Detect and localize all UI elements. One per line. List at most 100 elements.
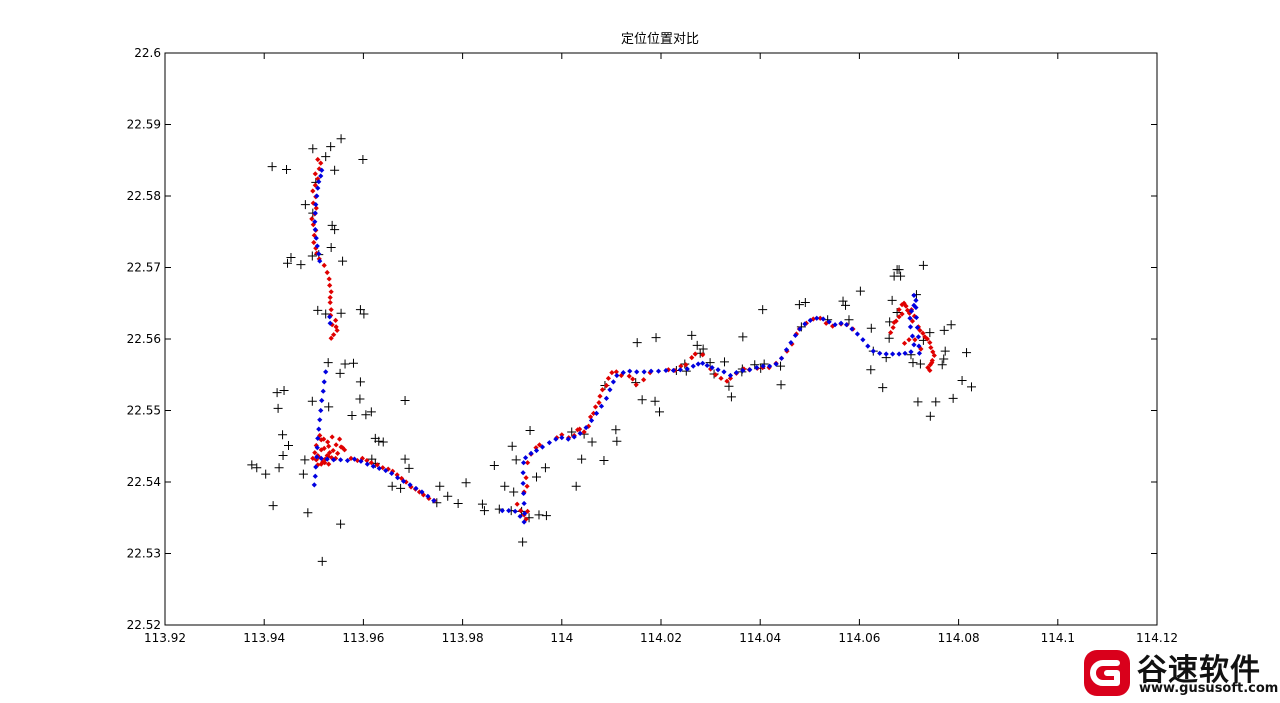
plus-marker (758, 305, 768, 315)
x-tick-label: 114.08 (938, 631, 980, 645)
dot-marker (620, 370, 626, 376)
dot-marker (328, 289, 334, 295)
dot-marker (587, 414, 594, 420)
dot-marker (690, 363, 696, 369)
plus-marker (541, 511, 551, 521)
dot-marker (718, 375, 724, 381)
dot-marker (778, 355, 785, 361)
plus-marker (313, 305, 323, 315)
dot-marker (890, 351, 896, 357)
plus-marker (655, 407, 665, 417)
watermark-url: www.gususoft.com (1139, 681, 1279, 696)
dot-marker (314, 445, 320, 451)
plus-marker (400, 395, 410, 405)
x-tick-label: 113.94 (243, 631, 285, 645)
dot-marker (931, 352, 937, 359)
dot-marker (913, 304, 919, 311)
dot-marker (419, 489, 425, 495)
dot-marker (588, 417, 595, 424)
dot-marker (521, 490, 527, 497)
dot-marker (318, 160, 324, 166)
dot-marker (313, 457, 319, 463)
plus-marker (278, 451, 288, 461)
dot-marker (920, 330, 926, 336)
dot-marker (727, 375, 734, 381)
dot-marker (398, 475, 405, 482)
dot-marker (333, 455, 339, 462)
dot-marker (400, 478, 407, 484)
dot-marker (626, 373, 632, 379)
x-tick-label: 113.98 (442, 631, 484, 645)
dot-marker (908, 308, 915, 314)
dot-marker (599, 387, 606, 393)
dot-marker (313, 205, 319, 211)
dot-marker (359, 455, 366, 462)
dot-marker (312, 227, 318, 233)
dot-marker (536, 442, 543, 448)
plus-marker (348, 358, 358, 368)
y-tick-label: 22.59 (127, 118, 161, 132)
dot-marker (324, 269, 330, 276)
plus-marker (724, 381, 734, 391)
dot-marker (597, 393, 603, 399)
dot-marker (327, 299, 333, 306)
plus-marker (359, 309, 369, 319)
dot-marker (783, 347, 790, 353)
plus-marker (925, 328, 935, 338)
plus-marker (479, 506, 489, 516)
dot-marker (913, 297, 919, 303)
dot-marker (313, 235, 319, 241)
dot-marker (700, 360, 706, 366)
plus-marker (272, 388, 282, 398)
plus-marker (461, 478, 471, 488)
plus-marker (509, 487, 519, 497)
dot-marker (802, 321, 808, 327)
dot-marker (704, 362, 710, 369)
dot-marker (521, 460, 527, 466)
dot-marker (312, 219, 318, 225)
dot-marker (380, 465, 386, 471)
dot-marker (865, 343, 871, 349)
dot-marker (344, 457, 351, 464)
dot-marker (912, 337, 918, 343)
dot-marker (341, 447, 348, 453)
plus-marker (918, 260, 928, 270)
dot-marker (310, 188, 316, 194)
dot-marker (395, 475, 401, 481)
dot-marker (689, 354, 695, 361)
x-tick-label: 114.1 (1041, 631, 1075, 645)
dot-marker (327, 320, 333, 326)
dot-marker (896, 307, 902, 313)
dot-marker (326, 276, 332, 282)
dot-marker (733, 370, 739, 376)
x-tick-label: 114 (550, 631, 573, 645)
plus-marker (323, 358, 333, 368)
dot-marker (319, 167, 325, 173)
plus-marker (946, 320, 956, 330)
plus-marker (336, 519, 346, 529)
dot-marker (709, 365, 715, 371)
dot-marker (338, 444, 344, 450)
plus-marker (267, 162, 277, 172)
plus-marker (915, 359, 925, 369)
plus-marker (477, 499, 487, 509)
dot-marker (593, 410, 600, 416)
dot-marker (539, 444, 546, 450)
dot-marker (888, 329, 894, 336)
y-tick-label: 22.58 (127, 189, 161, 203)
dot-marker (336, 436, 343, 442)
plus-marker (611, 425, 621, 435)
plus-marker (347, 411, 357, 421)
plus-marker (896, 271, 906, 281)
plus-marker (962, 348, 972, 358)
dot-marker (407, 482, 413, 488)
dot-marker (321, 379, 327, 385)
plot-area (164, 52, 1158, 626)
dot-marker (605, 375, 612, 381)
dot-marker (389, 470, 395, 477)
dot-marker (630, 376, 636, 382)
x-tick-label: 113.92 (144, 631, 186, 645)
watermark: 谷速软件 www.gususoft.com (1075, 643, 1280, 703)
chart-title: 定位位置对比 (621, 32, 699, 47)
plus-marker (844, 315, 854, 325)
